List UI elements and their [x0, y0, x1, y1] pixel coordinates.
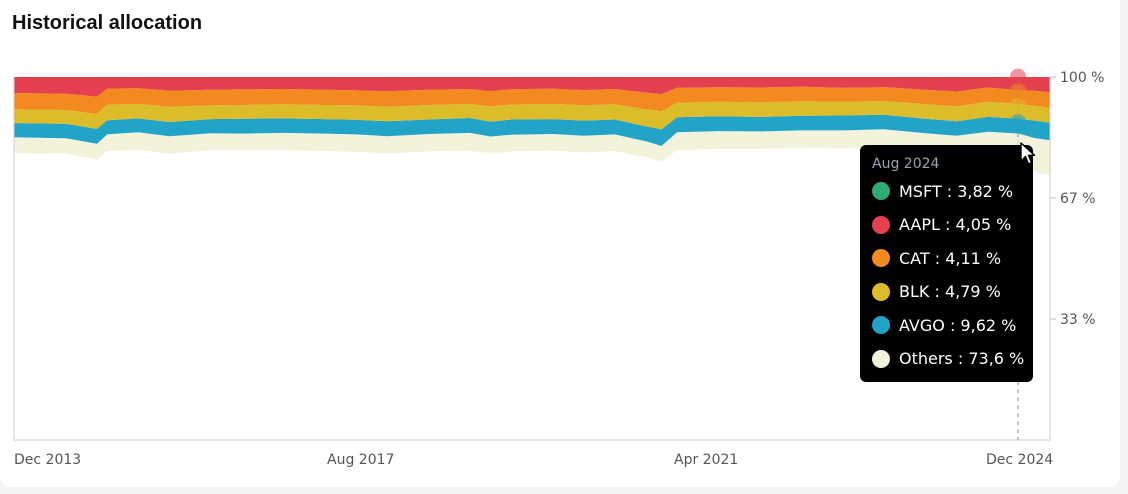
- x-tick-label: Aug 2017: [327, 452, 394, 468]
- legend-dot-icon: [872, 282, 890, 301]
- tooltip-row-avgo: AVGO : 9,62 %: [872, 315, 1016, 335]
- tooltip-row-aapl: AAPL : 4,05 %: [872, 215, 1011, 235]
- tooltip-row-cat: CAT : 4,11 %: [872, 248, 1001, 268]
- hover-marker: [1010, 97, 1026, 114]
- legend-dot-icon: [872, 182, 890, 200]
- tooltip-value: CAT : 4,11 %: [899, 248, 1002, 268]
- y-tick-label: 100 %: [1060, 70, 1104, 86]
- legend-dot-icon: [872, 215, 890, 234]
- tooltip-date: Aug 2024: [872, 156, 940, 172]
- tooltip-value: Others : 73,6 %: [899, 349, 1025, 368]
- tooltip-value: AAPL : 4,05 %: [899, 215, 1012, 234]
- tooltip-value: MSFT : 3,82 %: [899, 181, 1014, 201]
- legend-dot-icon: [872, 316, 890, 334]
- legend-dot-icon: [872, 349, 890, 368]
- mouse-pointer-icon: [1020, 142, 1036, 165]
- card-title: Historical allocation: [12, 12, 203, 34]
- area-series-others: [14, 129, 1050, 175]
- x-tick-label: Dec 2013: [14, 452, 81, 468]
- x-tick-label: Apr 2021: [674, 452, 738, 468]
- area-series-cat: [14, 86, 1050, 114]
- tooltip-row-msft: MSFT : 3,82 %: [872, 181, 1013, 201]
- hover-marker: [1010, 68, 1026, 85]
- hover-marker: [1010, 114, 1026, 131]
- area-series-avgo: [14, 114, 1050, 146]
- legend-dot-icon: [872, 249, 890, 267]
- tooltip-value: AVGO : 9,62 %: [899, 315, 1017, 335]
- area-series-aapl: [14, 77, 1050, 97]
- tooltip-row-blk: BLK : 4,79 %: [872, 282, 1001, 302]
- x-tick-label: Dec 2024: [986, 452, 1053, 468]
- tooltip-row-others: Others : 73,6 %: [872, 349, 1024, 369]
- area-series-blk: [14, 101, 1050, 130]
- chart-tooltip: Aug 2024 MSFT : 3,82 % AAPL : 4,05 % CAT :…: [860, 145, 1033, 382]
- tooltip-value: BLK : 4,79 %: [899, 282, 1001, 301]
- hover-marker: [1010, 82, 1026, 99]
- y-tick-label: 33 %: [1060, 312, 1096, 328]
- y-tick-label: 67 %: [1060, 191, 1096, 207]
